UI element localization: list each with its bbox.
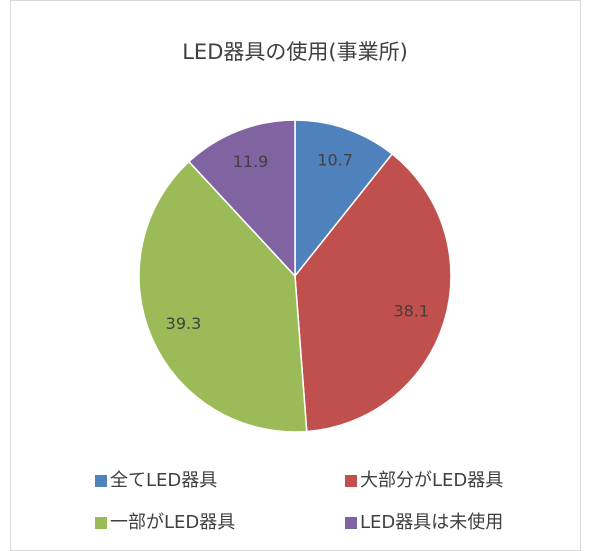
legend-label: 全てLED器具 [110,470,217,491]
data-label: 11.9 [233,152,269,171]
legend-swatch [95,475,107,487]
legend-swatch [345,517,357,529]
pie-slice [294,119,394,279]
pie-slice [187,119,296,278]
data-label: 10.7 [317,151,353,170]
data-label: 38.1 [393,301,429,320]
legend-swatch [345,475,357,487]
pie-slice [138,160,308,433]
legend-label: LED器具は未使用 [360,512,503,533]
pie-slice [294,152,452,433]
data-label: 39.3 [166,314,202,333]
legend-label: 大部分がLED器具 [360,470,503,491]
legend-swatch [95,517,107,529]
chart-title: LED器具の使用(事業所) [182,40,408,64]
legend-label: 一部がLED器具 [110,512,235,533]
